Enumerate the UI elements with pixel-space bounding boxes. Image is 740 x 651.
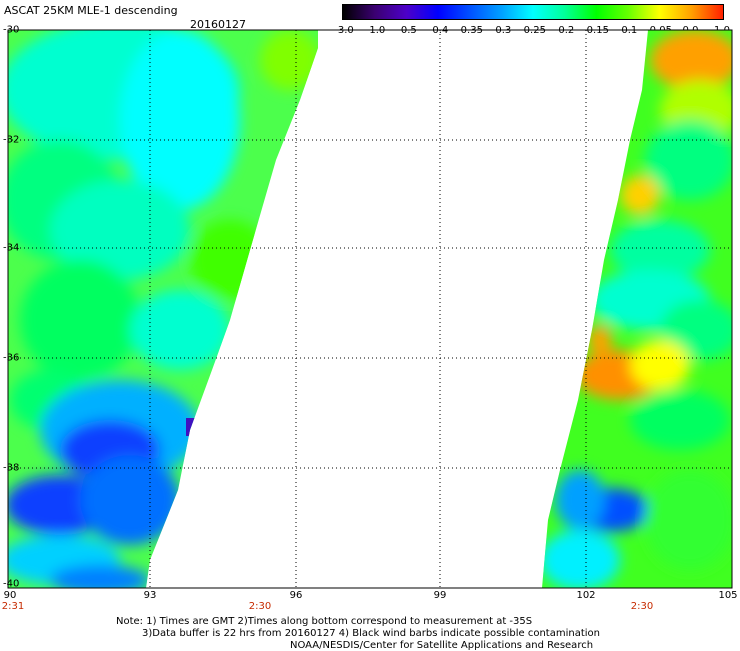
colorbar	[342, 4, 724, 20]
swath-left	[8, 30, 318, 588]
lon-tick-label: 90	[3, 590, 17, 601]
lon-tick-label: 99	[433, 590, 447, 601]
credit-line: NOAA/NESDIS/Center for Satellite Applica…	[290, 640, 594, 651]
lon-tick-label: 93	[143, 590, 157, 601]
time-label: 2:30	[630, 601, 654, 612]
lat-tick-label: -30	[3, 24, 20, 36]
map-date: 20160127	[190, 18, 246, 31]
time-label: 2:30	[248, 601, 272, 612]
time-label: 2:31	[1, 601, 25, 612]
swath-right	[542, 30, 732, 588]
lat-tick-label: -40	[3, 578, 20, 590]
graticule	[8, 30, 732, 588]
map-frame	[7, 29, 733, 589]
lon-tick-label: 96	[289, 590, 303, 601]
map-title: ASCAT 25KM MLE-1 descending	[4, 4, 178, 17]
lon-tick-label: 102	[576, 590, 596, 601]
lat-tick-label: -34	[3, 242, 20, 254]
lon-tick-label: 105	[718, 590, 738, 601]
lat-tick-label: -36	[3, 352, 20, 364]
lat-tick-label: -38	[3, 462, 20, 474]
footnote-line: Note: 1) Times are GMT 2)Times along bot…	[116, 616, 533, 627]
lat-tick-label: -32	[3, 134, 20, 146]
footnote-line: 3)Data buffer is 22 hrs from 20160127 4)…	[142, 628, 600, 639]
